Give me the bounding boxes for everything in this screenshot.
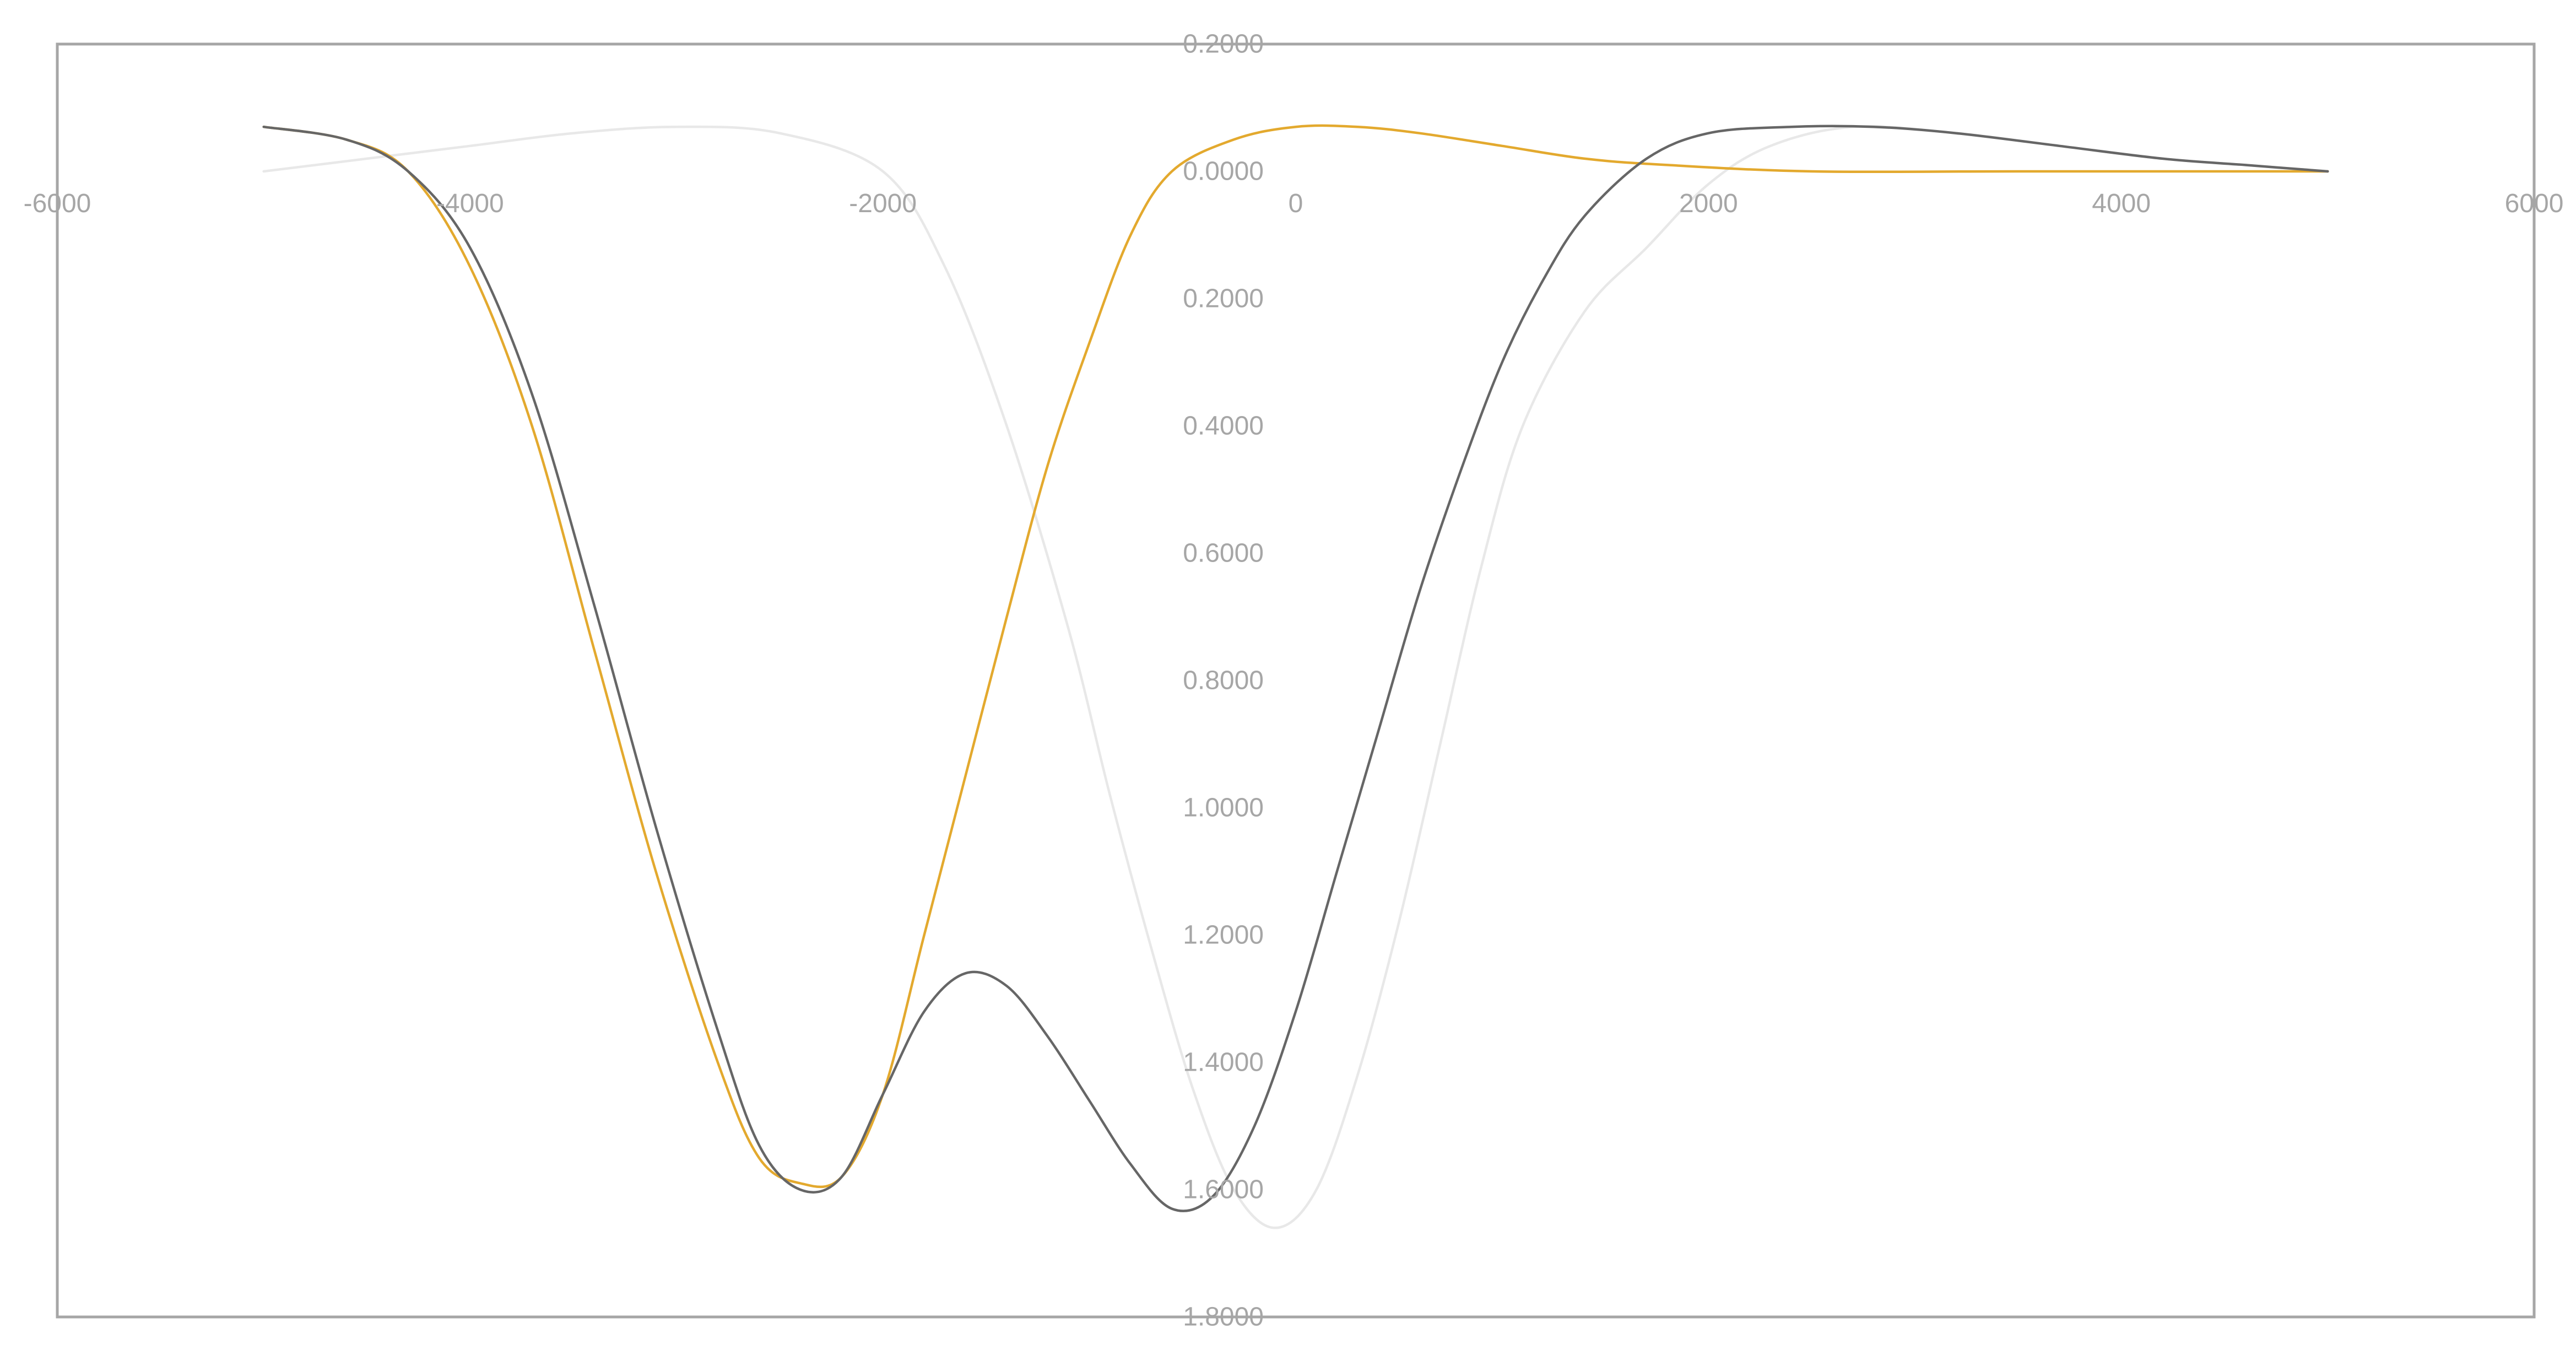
- y-tick-label: 1.6000: [1183, 1175, 1264, 1205]
- y-tick-label: 0.6000: [1183, 539, 1264, 568]
- y-tick-label: 0.2000: [1183, 284, 1264, 314]
- plot-area-frame: [56, 42, 2536, 1319]
- y-axis-tick-labels: 0.2000 0.0000 0.2000 0.4000 0.6000 0.8000 1.00…: [1183, 30, 1264, 1332]
- y-tick-label: 0.8000: [1183, 666, 1264, 695]
- y-tick-label: 0.0000: [1183, 157, 1264, 186]
- y-tick-label: 1.0000: [1183, 793, 1264, 823]
- series-line-3: [262, 125, 2329, 1212]
- y-tick-label: 1.2000: [1183, 921, 1264, 950]
- series-line-1: [262, 125, 2329, 1229]
- y-tick-label: 0.2000: [1183, 30, 1264, 59]
- y-tick-label: 0.4000: [1183, 412, 1264, 441]
- y-tick-label: 1.4000: [1183, 1048, 1264, 1077]
- x-tick-label: -2000: [849, 189, 917, 218]
- x-tick-label: -6000: [24, 189, 91, 218]
- x-tick-label: 2000: [1679, 189, 1738, 218]
- x-tick-label: -4000: [436, 189, 504, 218]
- series-line-2: [262, 124, 2329, 1189]
- x-tick-label: 6000: [2505, 189, 2564, 218]
- series-layer: [262, 124, 2329, 1229]
- y-tick-label: 1.8000: [1183, 1303, 1264, 1332]
- x-tick-label: 0: [1289, 189, 1303, 218]
- x-axis-tick-labels: -6000 -4000 -2000 0 2000 4000 6000: [24, 189, 2564, 218]
- x-tick-label: 4000: [2092, 189, 2151, 218]
